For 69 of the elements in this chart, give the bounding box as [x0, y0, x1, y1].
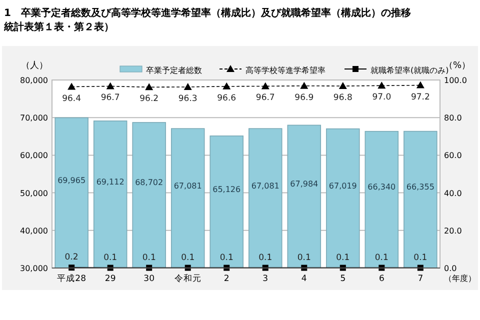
- data-label: 96.6: [217, 93, 236, 104]
- x-tick-label: 3: [262, 274, 268, 284]
- y-tick-label: 50,000: [20, 188, 48, 198]
- point: [145, 83, 154, 90]
- data-label: 96.8: [333, 93, 352, 104]
- x-tick-label: 7: [418, 274, 424, 284]
- data-label: 97.2: [410, 92, 430, 102]
- data-label: 67,984: [290, 180, 318, 189]
- data-label: 65,126: [212, 184, 241, 194]
- data-label: 96.4: [62, 94, 82, 104]
- y2-tick-label: 100.0: [444, 76, 467, 85]
- data-label: 0.1: [104, 252, 118, 263]
- point: [68, 82, 76, 90]
- y-axis-title: （人）: [21, 60, 48, 71]
- data-label: 67,019: [328, 181, 357, 190]
- y-tick-label: 30,000: [20, 264, 48, 273]
- data-label: 66,340: [368, 182, 396, 192]
- data-label: 68,702: [135, 178, 164, 188]
- chart-subtitle: 統計表第１表・第２表）: [3, 21, 114, 33]
- data-label: 96.3: [178, 94, 198, 104]
- point: [106, 82, 114, 90]
- x-tick-label: 6: [378, 274, 384, 284]
- point: [222, 82, 231, 90]
- x-tick-label: 令和元: [174, 273, 202, 284]
- data-label: 67,081: [174, 181, 202, 190]
- y2-tick-label: 40.0: [444, 188, 462, 198]
- legend-label: 高等学校等進学希望率: [246, 66, 326, 75]
- point: [338, 82, 347, 90]
- x-tick-label: 4: [301, 274, 307, 284]
- data-label: 69,965: [58, 176, 86, 185]
- legend-label: 就職希望率(就職のみ): [370, 66, 449, 75]
- data-label: 96.7: [256, 93, 275, 104]
- y-tick-label: 80,000: [20, 76, 48, 85]
- x-tick-label: 30: [144, 274, 155, 284]
- point: [378, 82, 386, 89]
- point: [184, 82, 192, 90]
- data-label: 0.1: [142, 252, 156, 263]
- data-label: 0.1: [181, 252, 195, 263]
- y-tick-label: 70,000: [20, 114, 48, 123]
- data-label: 66,355: [406, 182, 434, 192]
- x-tick-label: 29: [104, 274, 116, 284]
- point: [416, 81, 424, 88]
- y2-tick-label: 80.0: [444, 114, 462, 123]
- x-tick-label: 5: [340, 274, 346, 284]
- y2-tick-label: 60.0: [444, 151, 462, 160]
- data-label: 0.1: [336, 252, 350, 263]
- data-label: 67,081: [251, 181, 280, 190]
- data-label: 96.9: [294, 92, 314, 103]
- y2-tick-label: 20.0: [444, 226, 462, 236]
- data-label: 0.2: [64, 252, 78, 263]
- legend-label: 卒業予定者総数: [146, 66, 202, 75]
- data-label: 0.1: [414, 252, 428, 263]
- chart-title: 1 卒業予定者総数及び高等学校等進学希望率（構成比）及び就職希望率（構成比）の推移: [4, 7, 411, 19]
- data-label: 97.0: [372, 92, 392, 103]
- data-label: 0.1: [297, 252, 311, 263]
- data-label: 96.2: [140, 94, 159, 104]
- x-tick-label: 2: [224, 274, 230, 284]
- y-tick-label: 40,000: [20, 226, 48, 236]
- y2-tick-label: 0.0: [444, 264, 457, 273]
- point: [261, 82, 270, 90]
- data-label: 0.1: [374, 252, 388, 263]
- data-label: 0.1: [258, 252, 272, 263]
- data-label: 69,112: [96, 177, 124, 186]
- point: [300, 82, 308, 89]
- data-label: 96.7: [100, 93, 120, 104]
- data-label: 0.1: [220, 252, 234, 263]
- y-tick-label: 60,000: [20, 151, 48, 160]
- x-tick-label: 平成28: [57, 273, 86, 284]
- x-axis-title: （年度）: [444, 274, 476, 283]
